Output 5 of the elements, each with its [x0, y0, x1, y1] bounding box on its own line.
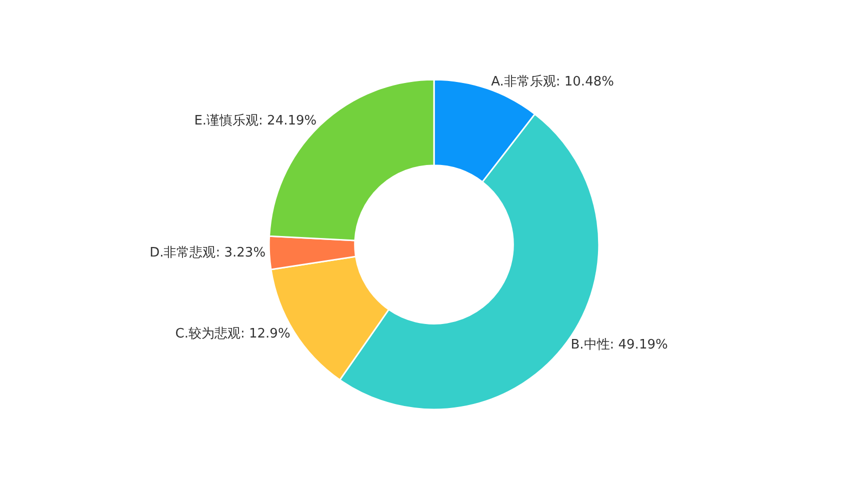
slice-label: D.非常悲观: 3.23% — [150, 245, 266, 260]
slice-label: E.谨慎乐观: 24.19% — [194, 114, 317, 129]
slice-label: A.非常乐观: 10.48% — [491, 74, 614, 90]
slice-label: B.中性: 49.19% — [570, 337, 668, 352]
slice-label: C.较为悲观: 12.9% — [175, 326, 290, 342]
